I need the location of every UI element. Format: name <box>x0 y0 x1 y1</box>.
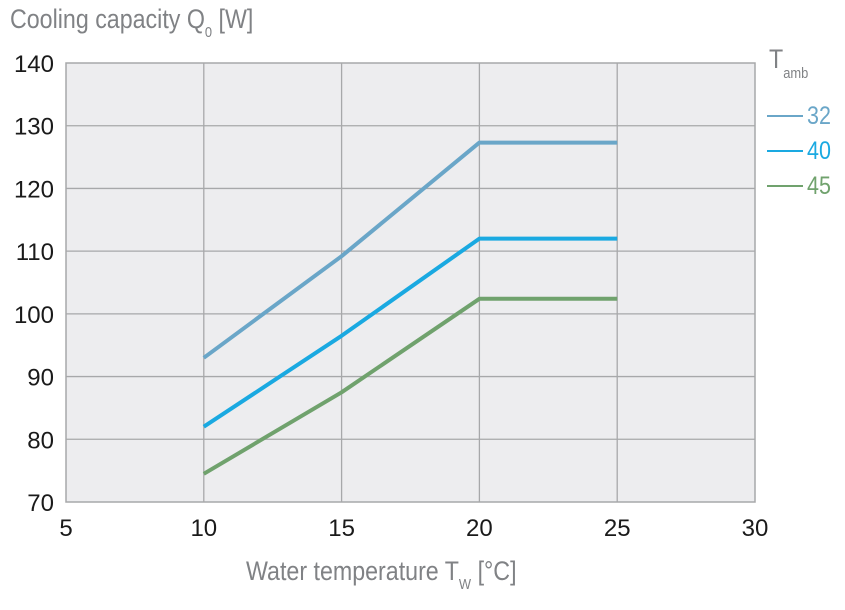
x-tick-label: 10 <box>190 515 217 542</box>
y-tick-label: 80 <box>27 427 54 454</box>
legend-label: 32 <box>807 101 831 130</box>
legend-title-main: T <box>769 44 784 74</box>
legend-item-40: 40 <box>767 136 835 165</box>
tick-labels: 5 10 15 20 25 30 70 80 90 100 110 120 130 140 <box>14 51 768 542</box>
x-tick-label: 15 <box>328 515 355 542</box>
y-tick-label: 70 <box>27 490 54 517</box>
y-tick-label: 130 <box>14 114 54 141</box>
series-lines <box>202 140 618 476</box>
y-tick-label: 140 <box>14 51 54 78</box>
x-axis-title-unit: [°C] <box>471 556 517 586</box>
legend-title-subscript: amb <box>783 65 809 82</box>
legend-swatch <box>767 150 803 152</box>
legend-label: 45 <box>807 171 831 200</box>
legend-label: 40 <box>807 136 831 165</box>
x-axis-title-main: Water temperature T <box>246 556 459 586</box>
y-tick-label: 100 <box>14 302 54 329</box>
legend-title: Tamb <box>769 44 808 82</box>
series-line-32 <box>202 140 618 360</box>
legend-item-32: 32 <box>767 101 835 130</box>
y-axis-title-unit: [W] <box>212 4 254 34</box>
y-tick-label: 120 <box>14 176 54 203</box>
x-axis-title-subscript: W <box>458 576 472 593</box>
y-tick-label: 90 <box>27 365 54 392</box>
series-line-45 <box>202 296 618 476</box>
x-tick-label: 25 <box>604 515 631 542</box>
y-axis-title-subscript: 0 <box>204 24 213 41</box>
legend-swatch <box>767 185 803 187</box>
y-axis-title: Cooling capacity Q0 [W] <box>10 4 254 41</box>
x-tick-label: 5 <box>59 515 72 542</box>
grid <box>65 62 756 503</box>
plot-area <box>65 62 756 503</box>
legend-item-45: 45 <box>767 171 835 200</box>
x-axis-title: Water temperature TW [°C] <box>246 556 517 593</box>
y-axis-title-main: Cooling capacity Q <box>10 4 205 34</box>
x-tick-label: 20 <box>466 515 493 542</box>
legend-swatch <box>767 115 803 117</box>
x-tick-label: 30 <box>742 515 769 542</box>
series-line-40 <box>202 236 618 429</box>
y-tick-label: 110 <box>16 239 54 266</box>
